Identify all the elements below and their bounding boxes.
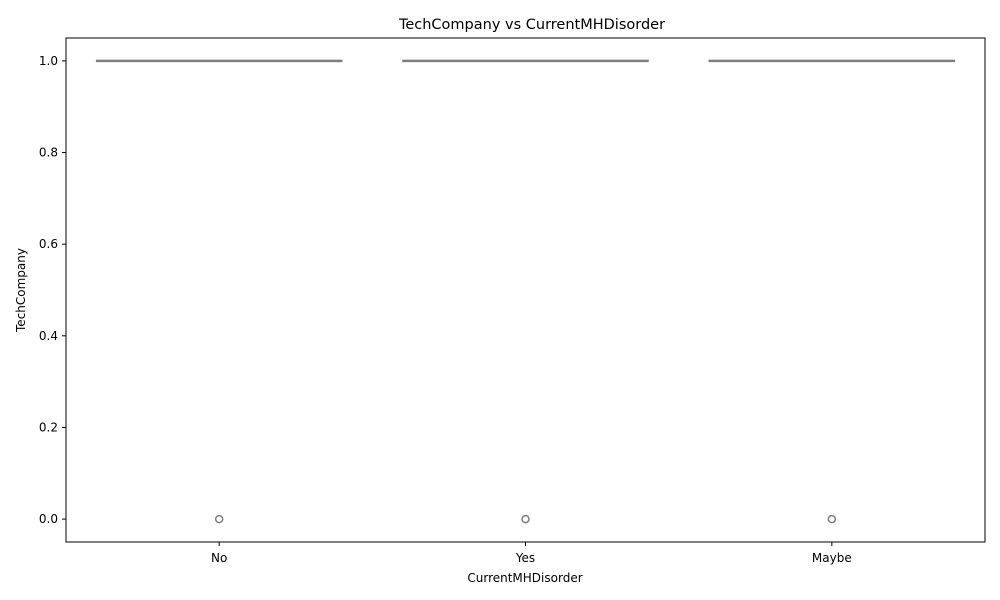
y-tick-label: 0.8 xyxy=(39,146,58,160)
x-axis: No Yes Maybe xyxy=(211,542,852,565)
y-axis: 0.0 0.2 0.4 0.6 0.8 1.0 xyxy=(39,54,66,526)
x-tick-label: Yes xyxy=(515,551,535,565)
box-group-yes xyxy=(402,59,649,524)
y-tick-label: 0.2 xyxy=(39,420,58,434)
y-tick-label: 0.4 xyxy=(39,329,58,343)
plot-area xyxy=(95,59,956,524)
y-tick-label: 0.6 xyxy=(39,237,58,251)
x-tick-label: Maybe xyxy=(812,551,852,565)
y-axis-label: TechCompany xyxy=(14,248,28,333)
outlier-point xyxy=(521,514,530,524)
outlier-point xyxy=(827,514,837,524)
chart-title: TechCompany vs CurrentMHDisorder xyxy=(398,17,665,33)
outlier-point xyxy=(214,514,224,524)
axes-frame xyxy=(65,37,986,543)
y-tick-label: 1.0 xyxy=(39,54,58,68)
box-group-maybe xyxy=(708,59,956,524)
box-group-no xyxy=(95,59,343,524)
x-tick-label: No xyxy=(211,551,227,565)
y-tick-label: 0.0 xyxy=(39,512,58,526)
x-axis-label: CurrentMHDisorder xyxy=(467,571,582,585)
